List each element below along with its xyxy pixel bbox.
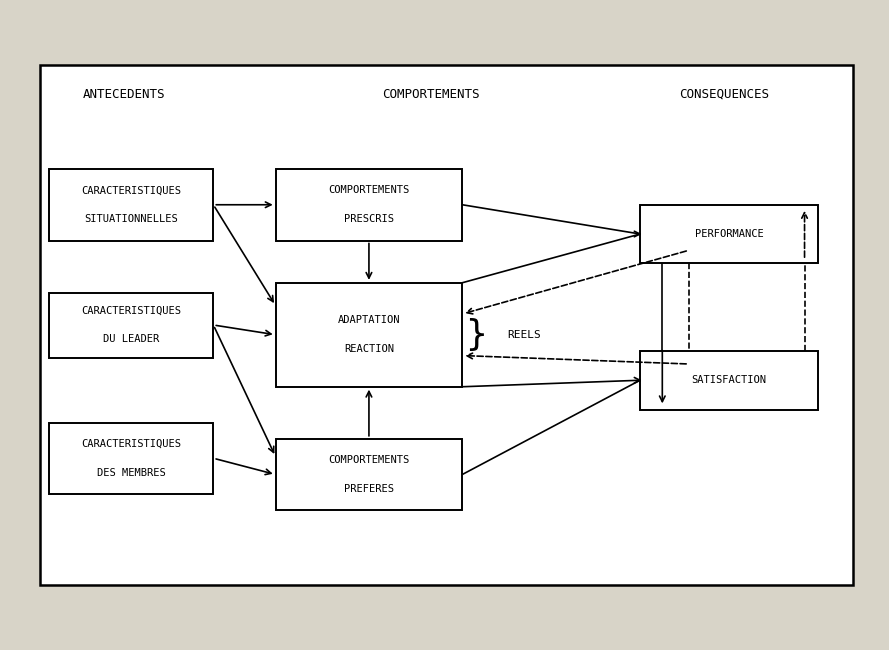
Bar bbox=[640, 205, 818, 263]
Text: CONSEQUENCES: CONSEQUENCES bbox=[679, 88, 770, 101]
Text: COMPORTEMENTS: COMPORTEMENTS bbox=[328, 185, 410, 196]
Bar bbox=[40, 65, 853, 585]
Bar bbox=[49, 292, 213, 358]
Bar bbox=[49, 422, 213, 494]
Text: ADAPTATION: ADAPTATION bbox=[338, 315, 400, 326]
Text: PERFORMANCE: PERFORMANCE bbox=[694, 229, 764, 239]
Text: REELS: REELS bbox=[508, 330, 541, 340]
Text: CARACTERISTIQUES: CARACTERISTIQUES bbox=[81, 439, 181, 449]
Text: }: } bbox=[465, 318, 486, 352]
Bar bbox=[276, 169, 462, 240]
Bar bbox=[49, 169, 213, 240]
Text: DES MEMBRES: DES MEMBRES bbox=[97, 467, 165, 478]
Text: SITUATIONNELLES: SITUATIONNELLES bbox=[84, 214, 178, 224]
Text: COMPORTEMENTS: COMPORTEMENTS bbox=[382, 88, 480, 101]
Text: COMPORTEMENTS: COMPORTEMENTS bbox=[328, 455, 410, 465]
Text: SATISFACTION: SATISFACTION bbox=[692, 375, 766, 385]
Text: DU LEADER: DU LEADER bbox=[103, 334, 159, 345]
Text: CARACTERISTIQUES: CARACTERISTIQUES bbox=[81, 306, 181, 316]
Text: ANTECEDENTS: ANTECEDENTS bbox=[84, 88, 165, 101]
Bar bbox=[276, 283, 462, 387]
Text: PRESCRIS: PRESCRIS bbox=[344, 214, 394, 224]
Bar bbox=[276, 439, 462, 510]
Bar bbox=[640, 351, 818, 410]
Text: PREFERES: PREFERES bbox=[344, 484, 394, 494]
Text: CARACTERISTIQUES: CARACTERISTIQUES bbox=[81, 185, 181, 196]
Text: REACTION: REACTION bbox=[344, 344, 394, 354]
